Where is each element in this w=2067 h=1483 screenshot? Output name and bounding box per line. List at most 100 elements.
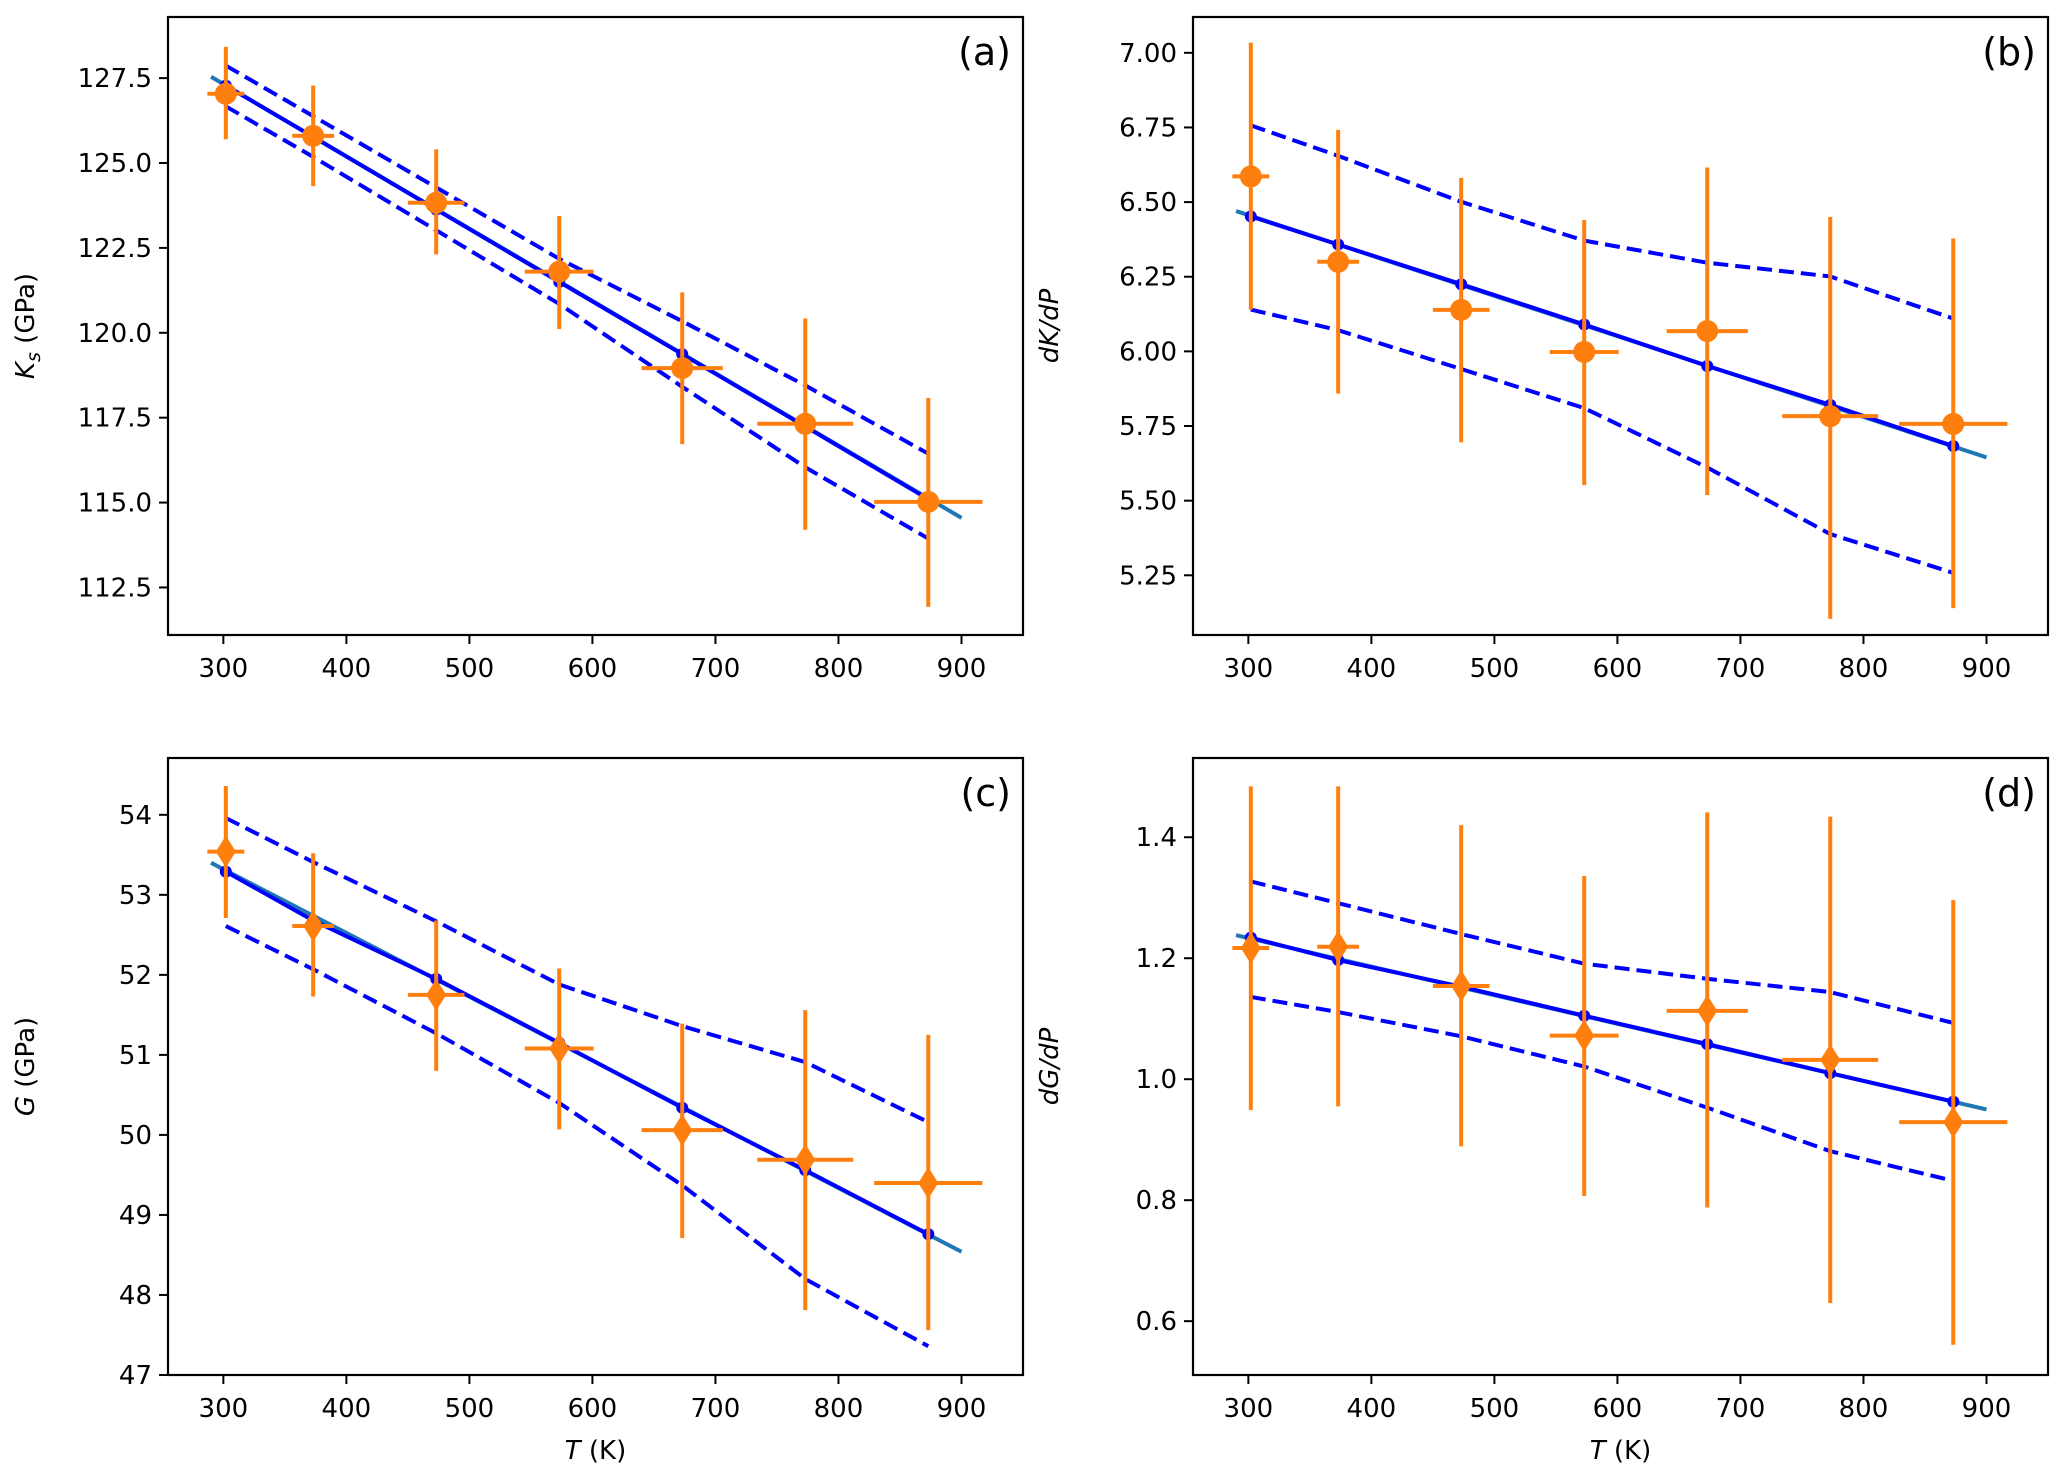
observed-marker bbox=[303, 910, 324, 943]
x-tick-label: 400 bbox=[1347, 654, 1397, 684]
y-tick-label: 5.50 bbox=[1119, 487, 1177, 517]
observed-marker bbox=[917, 490, 940, 513]
axes-frame bbox=[1191, 15, 2050, 637]
lower-bound-dashed-line bbox=[1250, 994, 1954, 1183]
observed-marker bbox=[1327, 250, 1350, 273]
y-tick-label: 120.0 bbox=[78, 319, 152, 349]
observed-point bbox=[407, 920, 465, 1071]
y-axis-label-symbol: K bbox=[11, 360, 41, 379]
y-tick-label: 0.6 bbox=[1136, 1307, 1177, 1337]
observed-marker bbox=[795, 1143, 816, 1176]
plot-area bbox=[1232, 786, 2008, 1345]
x-tick-label: 500 bbox=[445, 654, 495, 684]
model-line bbox=[1250, 935, 1954, 1104]
x-tick-label: 600 bbox=[568, 1394, 618, 1424]
x-tick-label: 800 bbox=[814, 1394, 864, 1424]
x-tick-label: 900 bbox=[937, 1394, 987, 1424]
y-axis-label: G (GPa) bbox=[11, 1017, 41, 1116]
y-axis-label-unit: (GPa) bbox=[11, 1017, 41, 1096]
observed-point bbox=[1432, 825, 1490, 1147]
observed-marker bbox=[425, 191, 448, 214]
panel-b: 300 400 500 600 700 800 900 5.25 5.50 5.75 6.00 6.2… bbox=[1035, 15, 2050, 684]
observed-point bbox=[524, 968, 594, 1130]
x-tick-label: 700 bbox=[1716, 1394, 1766, 1424]
x-tick-label: 800 bbox=[814, 654, 864, 684]
observed-point bbox=[1549, 875, 1619, 1196]
upper-bound-dashed-line bbox=[224, 63, 930, 456]
observed-point bbox=[1317, 786, 1360, 1107]
x-tick-label: 500 bbox=[1470, 654, 1520, 684]
panel-label: (b) bbox=[1982, 30, 2036, 74]
y-tick-label: 5.75 bbox=[1119, 412, 1177, 442]
panel-d: 300 400 500 600 700 800 900 0.6 0.8 1.0 1.2 1.4 (d) d… bbox=[1035, 756, 2050, 1466]
axes-frame bbox=[1191, 756, 2050, 1377]
observed-point bbox=[207, 786, 245, 919]
observed-point bbox=[641, 292, 723, 445]
y-tick-label: 50 bbox=[119, 1121, 152, 1151]
observed-point bbox=[757, 1010, 854, 1311]
observed-point bbox=[292, 85, 335, 187]
x-tick-label: 900 bbox=[937, 654, 987, 684]
panel-a: 300 400 500 600 700 800 900 112.5 115.0 117.5 120.… bbox=[11, 15, 1025, 684]
y-axis-label: dG/dP bbox=[1035, 1027, 1065, 1105]
y-tick-label: 49 bbox=[119, 1201, 152, 1231]
y-tick-label: 112.5 bbox=[78, 573, 152, 603]
x-axis-label: T (K) bbox=[1590, 1436, 1652, 1466]
observed-marker bbox=[671, 357, 694, 380]
y-axis-label: Ks (GPa) bbox=[11, 273, 45, 379]
panel-label: (c) bbox=[960, 771, 1011, 815]
y-tick-label: 7.00 bbox=[1119, 39, 1177, 69]
x-tick-label: 600 bbox=[1593, 1394, 1643, 1424]
axes-frame bbox=[166, 15, 1025, 637]
observed-point bbox=[757, 318, 854, 530]
observed-marker bbox=[1451, 970, 1472, 1003]
y-axis-label-symbol: dG/dP bbox=[1035, 1027, 1065, 1105]
x-tick-label: 700 bbox=[691, 1394, 741, 1424]
observed-point bbox=[641, 1023, 723, 1239]
y-tick-label: 6.75 bbox=[1119, 113, 1177, 143]
y-tick-label: 6.50 bbox=[1119, 188, 1177, 218]
observed-marker bbox=[548, 260, 571, 283]
x-tick-label: 600 bbox=[1593, 654, 1643, 684]
y-axis-label-symbol: dK/dP bbox=[1035, 288, 1065, 363]
y-tick-label: 117.5 bbox=[78, 404, 152, 434]
observed-marker bbox=[1574, 1019, 1595, 1052]
x-tick-label: 400 bbox=[322, 654, 372, 684]
y-axis-label-symbol: G bbox=[11, 1096, 41, 1116]
observed-point bbox=[1232, 786, 1270, 1111]
panel-c: 300 400 500 600 700 800 900 47 48 49 50 51 52 53 54 (c)… bbox=[11, 756, 1025, 1466]
y-tick-label: 54 bbox=[119, 801, 152, 831]
observed-marker bbox=[1820, 1043, 1841, 1076]
plot-area bbox=[207, 46, 983, 607]
x-tick-label: 900 bbox=[1962, 1394, 2012, 1424]
observed-marker bbox=[1239, 165, 1262, 188]
observed-marker bbox=[1943, 1106, 1964, 1139]
observed-point bbox=[1899, 900, 2008, 1345]
observed-marker bbox=[426, 978, 447, 1011]
x-tick-label: 600 bbox=[568, 654, 618, 684]
x-axis-label-unit: (K) bbox=[1606, 1436, 1652, 1466]
observed-point bbox=[207, 46, 245, 140]
x-tick-label: 900 bbox=[1962, 654, 2012, 684]
observed-marker bbox=[1819, 405, 1842, 428]
observed-marker bbox=[302, 124, 325, 147]
model-line bbox=[1250, 214, 1954, 448]
x-axis-label-symbol: T bbox=[1590, 1436, 1608, 1466]
x-tick-label: 300 bbox=[199, 1394, 249, 1424]
y-axis-label-subscript: s bbox=[23, 352, 45, 362]
y-tick-label: 122.5 bbox=[78, 234, 152, 264]
x-tick-label: 800 bbox=[1839, 1394, 1889, 1424]
y-tick-label: 1.2 bbox=[1136, 944, 1177, 974]
observed-marker bbox=[549, 1032, 570, 1065]
observed-point bbox=[1549, 220, 1619, 486]
observed-point bbox=[407, 149, 465, 255]
observed-point bbox=[1899, 238, 2008, 609]
lower-bound-dashed-line bbox=[1250, 307, 1954, 575]
x-tick-label: 400 bbox=[322, 1394, 372, 1424]
observed-marker bbox=[1573, 340, 1596, 363]
observed-marker bbox=[1328, 930, 1349, 963]
observed-point bbox=[1666, 812, 1748, 1208]
observed-point bbox=[1232, 42, 1270, 310]
observed-point bbox=[1666, 167, 1748, 495]
